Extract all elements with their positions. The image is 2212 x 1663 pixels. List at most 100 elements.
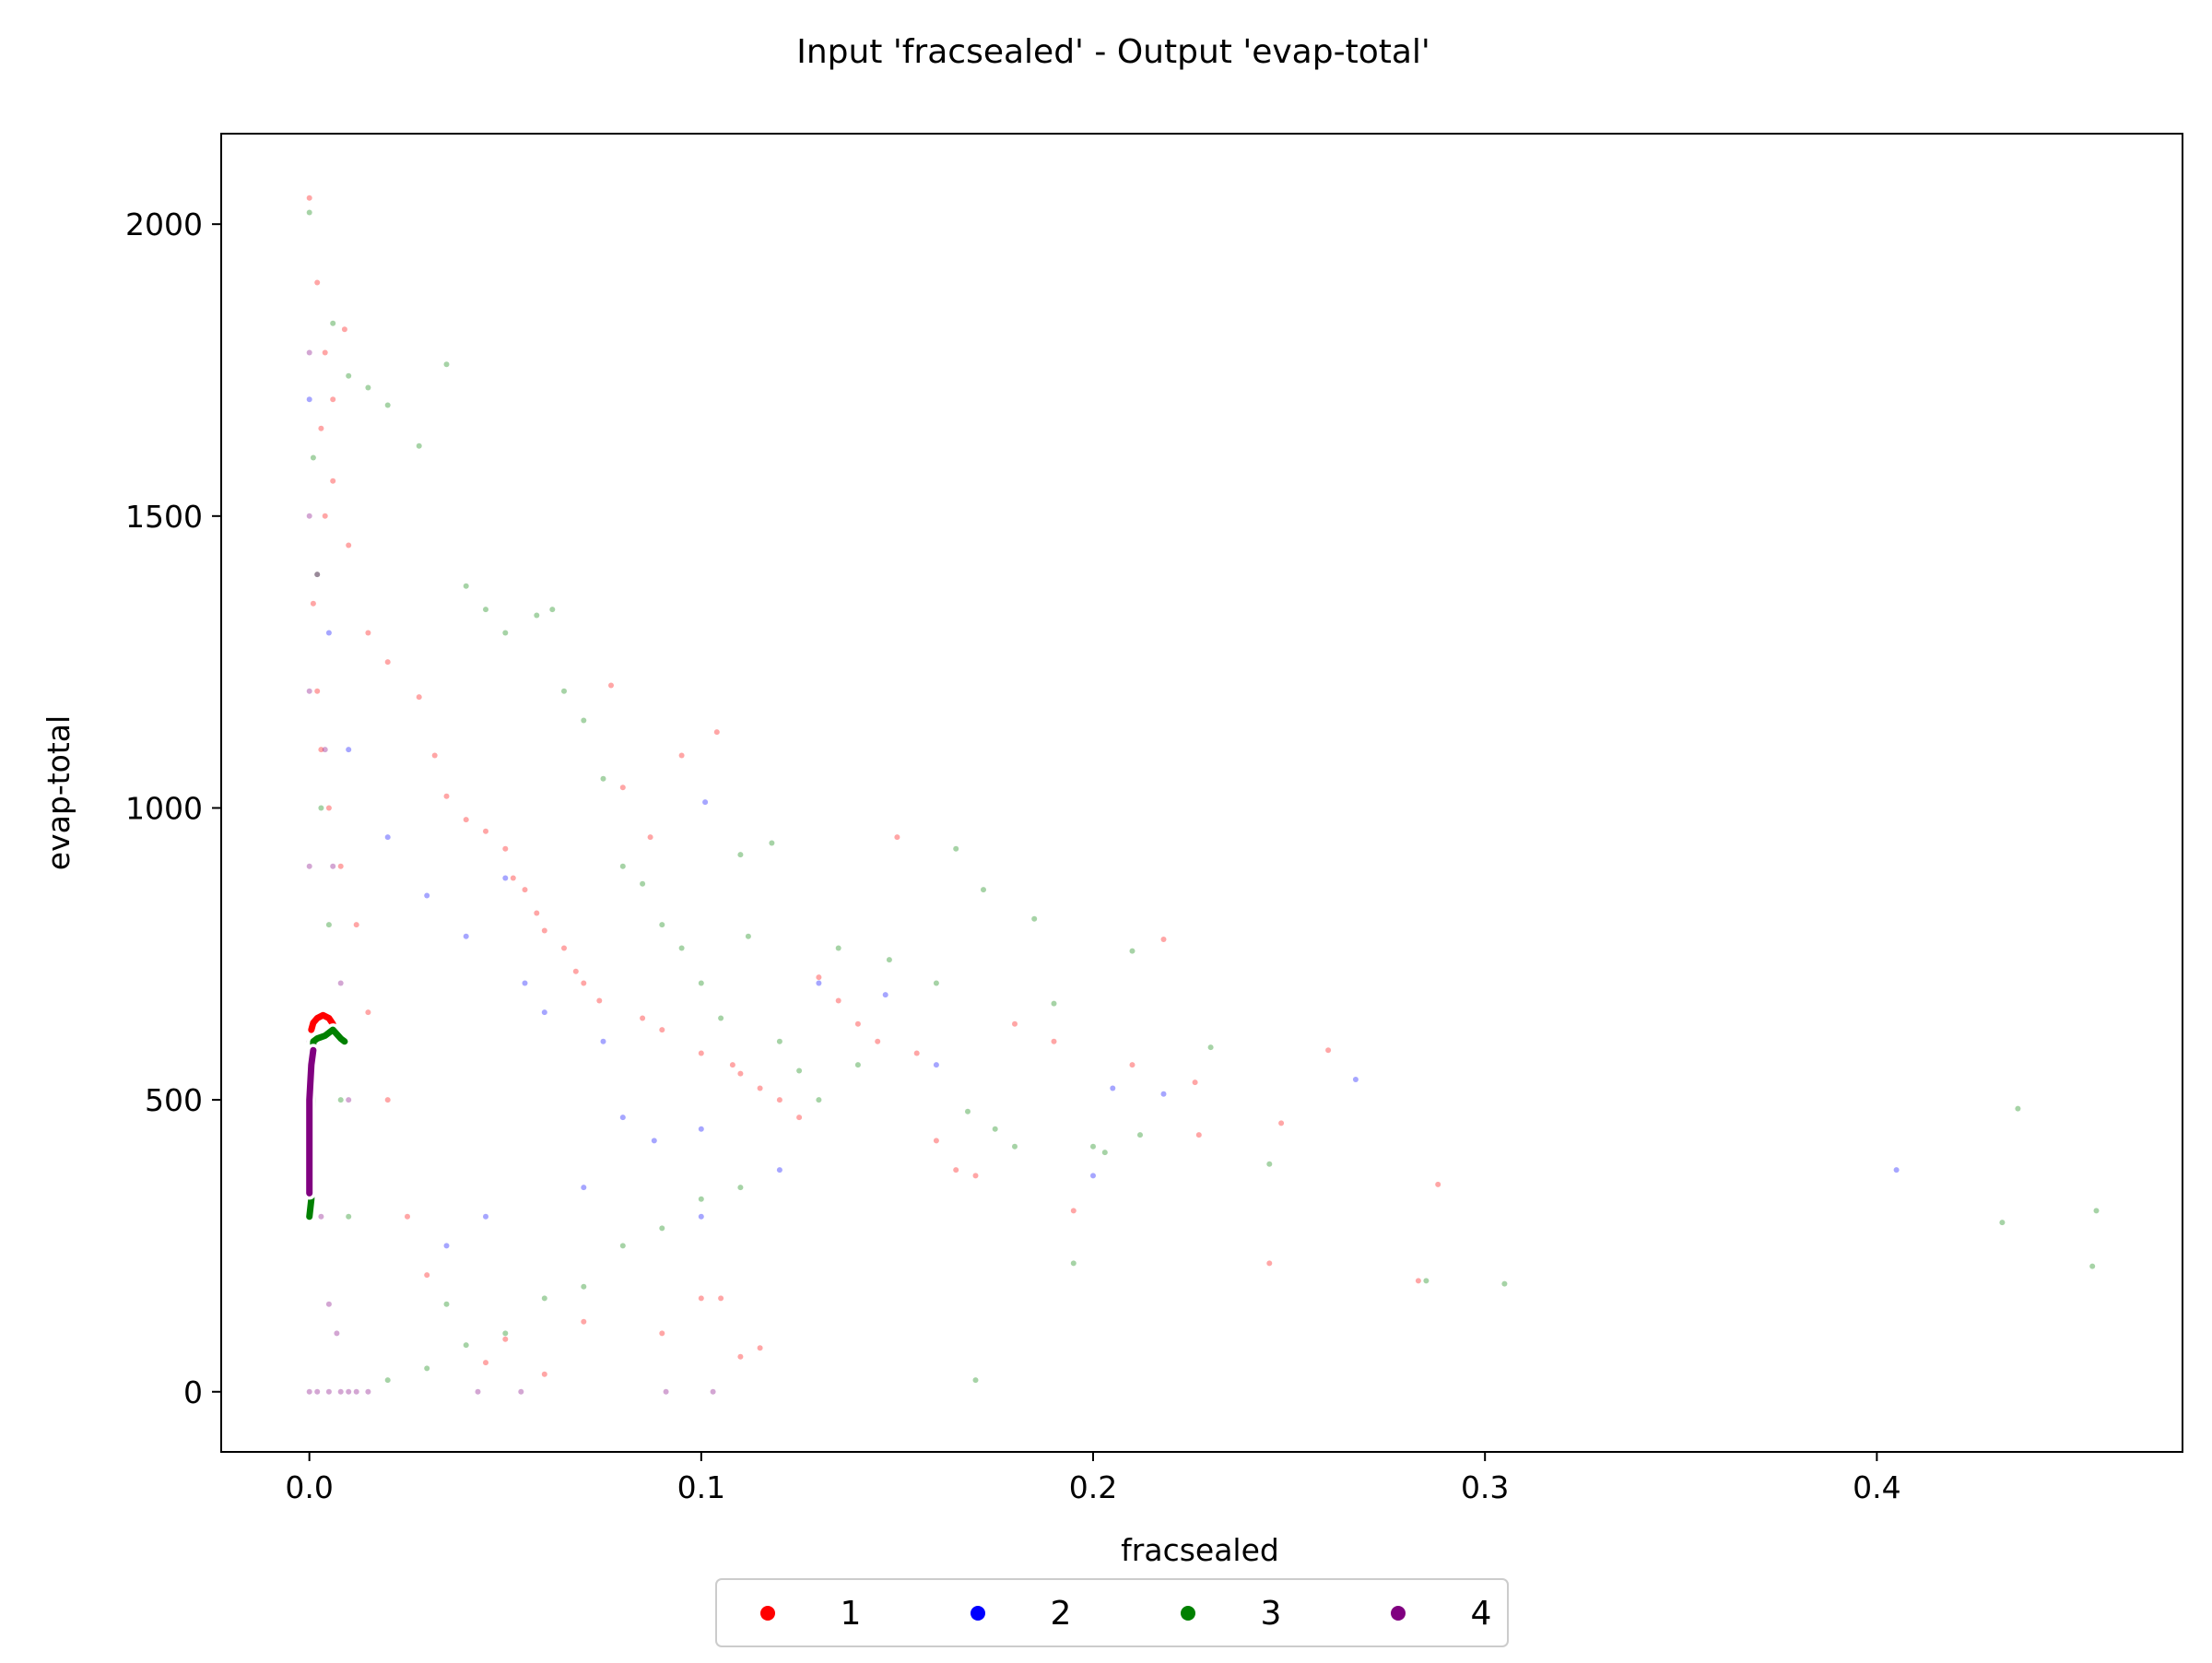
point-series-2-24 <box>483 1213 488 1220</box>
legend-label: 2 <box>1051 1595 1072 1633</box>
point-series-3-46 <box>1423 1278 1430 1284</box>
point-series-4-19 <box>330 863 336 869</box>
legend-label: 3 <box>1261 1595 1282 1633</box>
plot-frame <box>220 133 2183 1453</box>
point-series-3-32 <box>965 1108 971 1115</box>
point-series-1-10 <box>443 793 450 799</box>
point-series-3-5 <box>416 442 422 449</box>
point-series-1-70 <box>337 863 344 869</box>
point-series-1-26 <box>659 1027 665 1033</box>
point-series-1-21 <box>596 997 603 1004</box>
point-series-1-49 <box>1192 1079 1198 1086</box>
point-series-3-52 <box>443 1301 450 1307</box>
point-series-2-9 <box>541 1009 547 1016</box>
point-series-3-40 <box>1090 1143 1096 1150</box>
point-series-1-39 <box>894 834 900 841</box>
point-series-3-28 <box>854 1062 861 1068</box>
point-series-4-7 <box>314 1388 321 1395</box>
point-series-1-56 <box>698 1295 704 1302</box>
point-series-3-10 <box>534 612 540 619</box>
point-series-1-58 <box>737 1353 744 1360</box>
point-series-1-60 <box>659 1330 665 1337</box>
point-series-3-48 <box>1999 1220 2006 1226</box>
point-series-3-21 <box>737 852 744 858</box>
point-series-3-8 <box>483 607 488 613</box>
point-series-3-15 <box>619 863 626 869</box>
point-series-1-16 <box>534 910 540 916</box>
point-series-1-2 <box>322 349 328 356</box>
point-series-2-26 <box>698 1213 704 1220</box>
point-series-1-3 <box>318 425 324 431</box>
point-series-1-77 <box>341 326 347 333</box>
point-series-3-49 <box>2015 1105 2021 1112</box>
point-series-2-10 <box>600 1038 606 1044</box>
point-series-3-29 <box>886 957 892 963</box>
point-series-3-17 <box>659 922 665 928</box>
point-series-3-34 <box>981 887 986 893</box>
point-series-4-20 <box>337 980 344 986</box>
point-series-1-20 <box>581 980 587 986</box>
point-series-3-31 <box>953 845 959 852</box>
point-series-1-11 <box>463 817 469 823</box>
point-series-2-2 <box>325 630 332 636</box>
point-series-1-48 <box>1160 937 1167 942</box>
point-series-2-18 <box>1090 1173 1096 1179</box>
point-series-1-40 <box>913 1050 920 1056</box>
point-series-1-72 <box>318 747 324 753</box>
point-series-1-43 <box>972 1173 979 1179</box>
point-series-3-57 <box>619 1243 626 1249</box>
point-series-1-68 <box>365 1009 371 1016</box>
point-series-2-20 <box>1160 1091 1167 1097</box>
point-series-1-18 <box>561 945 567 951</box>
point-series-3-26 <box>816 1097 822 1103</box>
point-series-3-68 <box>310 454 316 461</box>
x-axis-label: fracsealed <box>1121 1532 1279 1568</box>
point-series-3-39 <box>1070 1260 1077 1267</box>
point-series-1-67 <box>384 1097 391 1103</box>
point-series-2-12 <box>651 1138 657 1144</box>
point-series-1-41 <box>933 1138 939 1144</box>
point-series-2-14 <box>776 1167 782 1174</box>
point-series-3-41 <box>1101 1150 1108 1156</box>
point-series-4-0 <box>306 349 312 356</box>
x-tick-label: 0.0 <box>285 1469 333 1505</box>
point-series-3-63 <box>346 1213 352 1220</box>
point-series-4-16 <box>710 1388 716 1395</box>
legend-marker <box>971 1606 985 1621</box>
point-series-1-36 <box>835 997 841 1004</box>
point-series-2-15 <box>816 980 822 986</box>
point-series-1-55 <box>1435 1181 1441 1187</box>
point-series-3-20 <box>718 1015 724 1021</box>
point-series-3-43 <box>1137 1132 1143 1138</box>
legend-label: 4 <box>1471 1595 1492 1633</box>
legend-entries: 1 2 3 4 <box>760 1595 1491 1633</box>
point-series-3-47 <box>1501 1280 1508 1287</box>
point-series-1-28 <box>698 1050 704 1056</box>
point-series-3-42 <box>1129 948 1135 954</box>
point-series-3-59 <box>698 1196 704 1202</box>
point-series-3-13 <box>581 717 587 724</box>
point-series-3-24 <box>776 1038 782 1044</box>
point-series-1-19 <box>572 968 579 974</box>
point-series-1-57 <box>718 1295 724 1302</box>
x-tick-label: 0.1 <box>677 1469 725 1505</box>
point-series-3-50 <box>2089 1263 2096 1269</box>
trend-line-series-1 <box>308 1011 336 1033</box>
legend-entry-4: 4 <box>1391 1595 1491 1633</box>
point-series-2-22 <box>1893 1167 1900 1174</box>
point-series-1-32 <box>757 1085 763 1091</box>
point-series-1-64 <box>483 1360 488 1366</box>
point-series-2-25 <box>581 1185 587 1191</box>
point-series-3-2 <box>346 372 352 379</box>
point-series-1-63 <box>502 1336 509 1342</box>
points-layer <box>306 195 2100 1395</box>
point-series-2-5 <box>424 892 430 899</box>
point-series-1-44 <box>1012 1020 1018 1027</box>
point-series-1-71 <box>325 805 332 811</box>
legend-label: 1 <box>841 1595 862 1633</box>
point-series-1-31 <box>737 1070 744 1077</box>
point-series-1-17 <box>541 927 547 934</box>
point-series-1-65 <box>424 1272 430 1279</box>
point-series-3-44 <box>1207 1044 1214 1051</box>
